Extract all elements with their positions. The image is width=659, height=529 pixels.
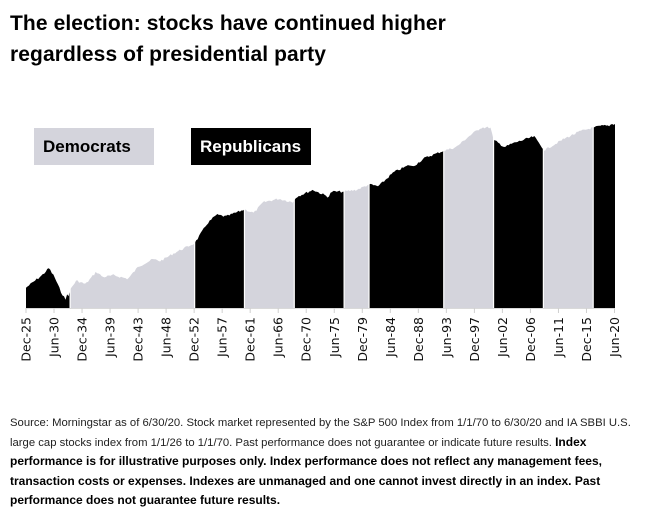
x-tick-label: Dec-34 xyxy=(75,317,90,362)
area-segment-republicans xyxy=(26,268,71,308)
x-tick-label: Jun-11 xyxy=(551,317,566,358)
x-tick-label: Dec-43 xyxy=(131,317,146,362)
area-segment-republicans xyxy=(369,150,444,308)
area-segment-democrats xyxy=(443,126,494,308)
x-tick-label: Jun-75 xyxy=(327,317,342,358)
x-tick-label: Dec-79 xyxy=(355,317,370,362)
x-tick-label: Jun-20 xyxy=(607,317,622,358)
source-bold-disclaimer: Index performance is for illustrative pu… xyxy=(10,434,602,508)
area-segment-republicans xyxy=(593,124,615,308)
area-segment-democrats xyxy=(244,198,295,308)
x-tick-label: Dec-70 xyxy=(299,317,314,362)
x-tick-label: Dec-15 xyxy=(579,317,594,362)
x-tick-label: Dec-06 xyxy=(523,317,538,362)
x-tick-label: Jun-93 xyxy=(439,317,454,358)
area-segment-republicans xyxy=(194,209,245,308)
area-segment-democrats xyxy=(70,243,195,308)
area-segment-republicans xyxy=(294,189,345,308)
title-line-1: The election: stocks have continued high… xyxy=(10,12,446,35)
area-segment-democrats xyxy=(344,184,369,308)
x-tick-label: Jun-57 xyxy=(215,317,230,358)
x-tick-label: Jun-02 xyxy=(495,317,510,358)
x-tick-label: Dec-61 xyxy=(243,317,258,362)
chart-title: The election: stocks have continued high… xyxy=(10,8,650,70)
party-bands xyxy=(26,120,615,308)
legend-label-democrats: Democrats xyxy=(43,137,131,156)
area-segment-republicans xyxy=(493,136,544,308)
legend-label-republicans: Republicans xyxy=(200,137,302,156)
x-tick-label: Jun-48 xyxy=(159,317,174,358)
title-line-2: regardless of presidential party xyxy=(10,43,326,66)
x-tick-label: Jun-66 xyxy=(271,317,286,358)
x-tick-label: Dec-25 xyxy=(19,317,34,362)
x-tick-label: Jun-39 xyxy=(103,317,118,358)
legend-republicans: Republicans xyxy=(191,128,311,165)
chart-area: Dec-25 Jun-30 Dec-34 Jun-39 Dec-43 Jun-48 Dec-… xyxy=(18,120,622,362)
x-tick-label: Dec-52 xyxy=(187,317,202,362)
x-tick-label: Dec-97 xyxy=(467,317,482,362)
x-tick-label: Jun-30 xyxy=(47,317,62,358)
x-tick-label: Dec-88 xyxy=(411,317,426,362)
area-segment-democrats xyxy=(543,127,594,308)
source-footnote: Source: Morningstar as of 6/30/20. Stock… xyxy=(10,414,650,511)
x-tick-label: Jun-84 xyxy=(383,317,398,358)
legend-democrats: Democrats xyxy=(34,128,154,165)
x-axis: Dec-25 Jun-30 Dec-34 Jun-39 Dec-43 Jun-48 Dec-… xyxy=(19,308,622,362)
source-regular-text: Source: Morningstar as of 6/30/20. Stock… xyxy=(10,417,631,449)
